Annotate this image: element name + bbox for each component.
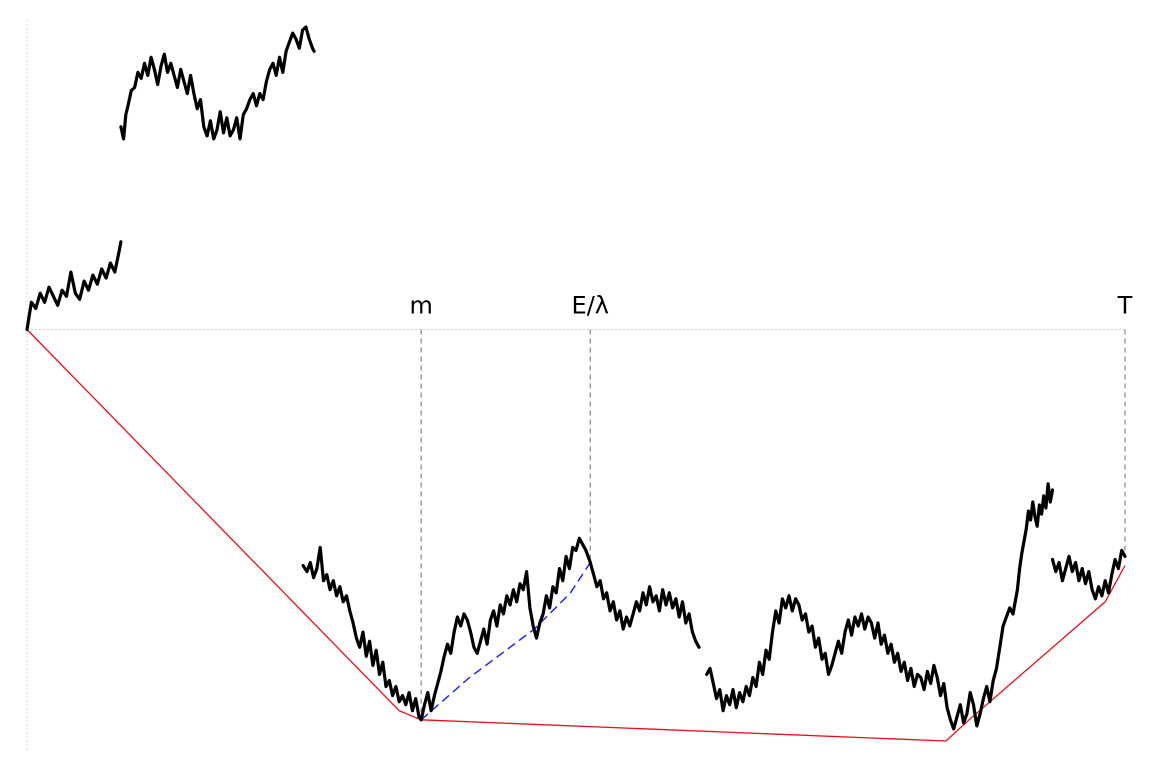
label-layer: m E/λ T [409, 292, 1132, 320]
marker-layer [420, 329, 1126, 720]
path-segment-0 [25, 240, 123, 332]
chord-dashed-line [420, 562, 591, 721]
marker-label-0: m [409, 292, 432, 320]
path-segment-5 [705, 594, 1015, 731]
path-segment-7 [1050, 548, 1127, 601]
chord-layer [420, 562, 591, 721]
marker-label-2: T [1117, 292, 1133, 320]
hull-layer [26, 329, 1126, 742]
convex-minorant-line [26, 329, 1126, 742]
path-segment-4 [588, 560, 701, 649]
path-layer [25, 25, 1127, 731]
marker-label-1: E/λ [572, 292, 609, 320]
path-segment-2 [301, 545, 423, 722]
path-segment-3 [419, 536, 592, 722]
path-segment-6 [1011, 482, 1055, 616]
path-segment-1 [119, 25, 316, 141]
